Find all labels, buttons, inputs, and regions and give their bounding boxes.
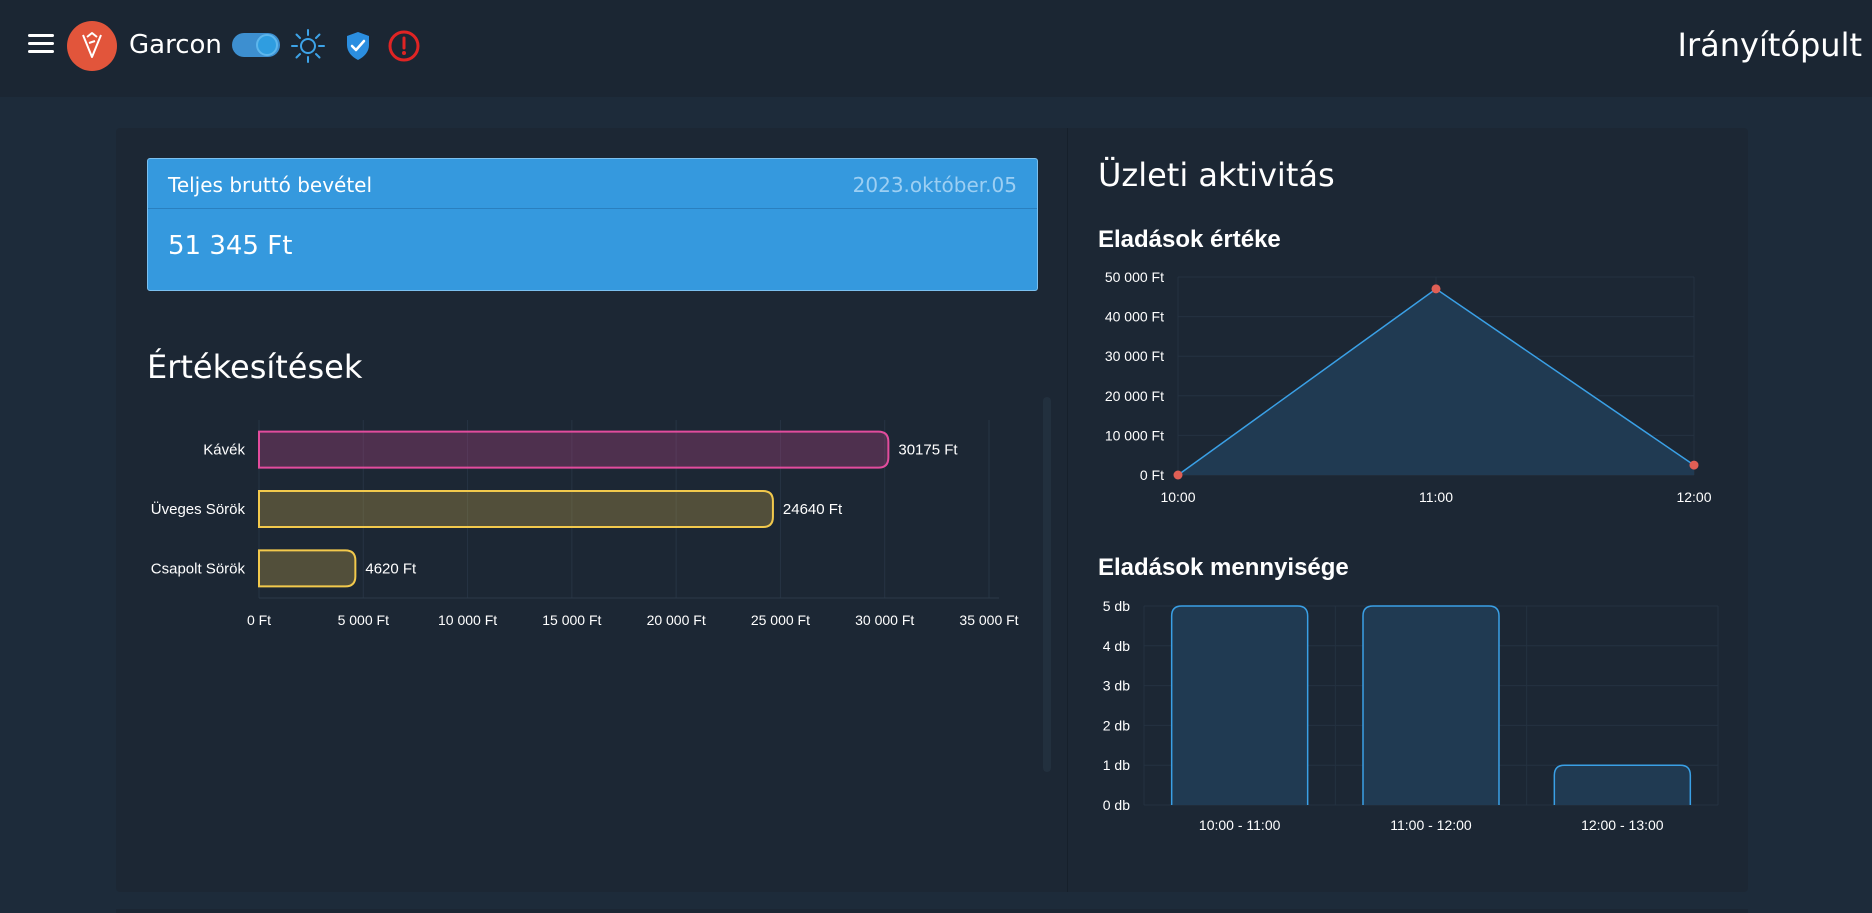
top-bar: Garcon Irányítópult [0,0,1872,97]
y-tick-label: 5 db [1103,598,1130,614]
y-tick-label: 0 db [1103,797,1130,813]
data-point [1431,284,1441,294]
bottom-strip [116,909,1748,913]
x-tick-label: 5 000 Ft [338,612,389,628]
activity-section-title: Üzleti aktivitás [1098,156,1335,194]
y-tick-label: 3 db [1103,678,1130,694]
x-tick-label: 30 000 Ft [855,612,914,628]
revenue-card: Teljes bruttó bevétel 2023.október.05 51… [147,158,1038,291]
area-fill [1178,288,1694,475]
x-tick-label: 10 000 Ft [438,612,497,628]
bar [1170,605,1309,805]
x-tick-label: 11:00 - 12:00 [1390,817,1472,833]
data-point [1689,460,1699,470]
y-tick-label: 10 000 Ft [1105,427,1164,443]
sales-bar-chart: 0 Ft 5 000 Ft 10 000 Ft 15 000 Ft 20 000 Ft 2… [151,420,1019,628]
bar [1362,605,1500,805]
bar [1553,764,1692,805]
theme-toggle[interactable] [232,33,280,57]
revenue-card-header [148,159,1037,209]
x-tick-label: 15 000 Ft [542,612,601,628]
sales-value-chart-title: Eladások értéke [1098,226,1281,253]
bar [258,490,774,528]
sun-icon[interactable] [290,28,326,64]
x-tick-label: 25 000 Ft [751,612,810,628]
x-tick-label: 10:00 [1160,489,1195,505]
y-tick-label: 50 000 Ft [1105,269,1164,285]
shield-check-icon[interactable] [340,28,376,64]
menu-icon[interactable] [28,34,54,56]
x-tick-label: 11:00 [1419,489,1453,505]
sales-section-title: Értékesítések [147,348,363,386]
y-tick-label: 20 000 Ft [1105,388,1164,404]
y-tick-label: 4 db [1103,638,1130,654]
category-label: Csapolt Sörök [151,560,246,577]
data-label: 24640 Ft [783,501,843,518]
revenue-date: 2023.október.05 [852,173,1017,197]
bar [258,549,357,588]
x-tick-label: 12:00 [1676,489,1711,505]
sales-value-area-chart: 0 Ft 10 000 Ft 20 000 Ft 30 000 Ft 40 000 Ft… [1105,269,1712,505]
x-tick-label: 10:00 - 11:00 [1199,817,1281,833]
app-name: Garcon [129,30,222,60]
panel-divider [1067,128,1068,892]
sales-quantity-bar-chart: 0 db 1 db 2 db 3 db 4 db 5 db 10:00 - 11:00 11:… [1103,598,1719,833]
x-tick-label: 12:00 - 13:00 [1581,817,1664,833]
garcon-logo-icon [67,21,117,71]
page-title: Irányítópult [1677,26,1862,64]
y-tick-label: 2 db [1103,717,1130,733]
data-point [1173,470,1183,480]
category-label: Kávék [203,442,245,459]
x-tick-label: 35 000 Ft [959,612,1018,628]
x-tick-label: 0 Ft [247,612,271,628]
data-label: 4620 Ft [365,560,417,577]
x-tick-label: 20 000 Ft [647,612,706,628]
y-tick-label: 30 000 Ft [1105,348,1164,364]
revenue-title: Teljes bruttó bevétel [168,173,373,197]
y-tick-label: 1 db [1103,757,1130,773]
bar [258,430,890,469]
y-tick-label: 40 000 Ft [1105,309,1164,325]
y-tick-label: 0 Ft [1140,467,1164,483]
sales-quantity-chart-title: Eladások mennyisége [1098,554,1349,581]
category-label: Üveges Sörök [151,500,246,518]
sales-scrollbar[interactable] [1043,397,1051,772]
revenue-value: 51 345 Ft [168,231,293,261]
alert-icon[interactable] [386,28,422,64]
data-label: 30175 Ft [898,442,958,459]
